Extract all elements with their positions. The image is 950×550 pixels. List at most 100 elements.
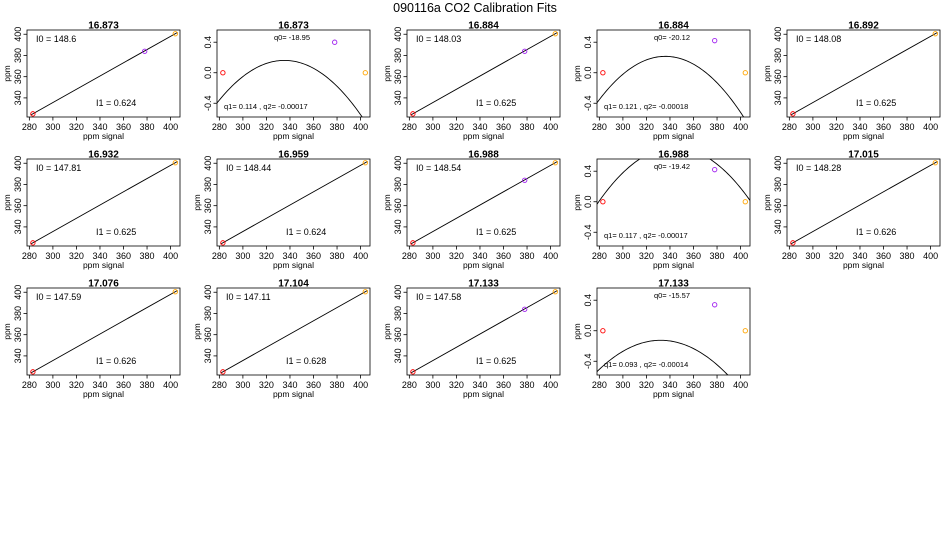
plot-panel-3: 16.884 280 300 320 340 360 380 400 340 360 380 400 p… <box>382 21 561 141</box>
x-axis-label: ppm signal <box>463 260 504 270</box>
plot-panel-12: 17.104 280 300 320 340 360 380 400 340 360 380 400 p… <box>192 279 371 399</box>
y-tick-label: 0.0 <box>583 66 593 79</box>
fit-group <box>30 31 178 117</box>
fit-group <box>30 160 178 246</box>
x-tick-label: 300 <box>425 251 440 261</box>
y-axis-label: ppm <box>192 323 202 340</box>
x-tick-label: 280 <box>402 380 417 390</box>
data-point-low <box>30 240 36 246</box>
y-tick-label: 400 <box>13 156 23 171</box>
data-point-mid <box>522 48 528 54</box>
x-tick-label: 400 <box>353 380 368 390</box>
y-tick-label: -0.4 <box>583 354 593 370</box>
y-axis-label: ppm <box>2 323 12 340</box>
y-tick-label: 400 <box>773 156 783 171</box>
x-tick-label: 320 <box>829 122 844 132</box>
x-tick-label: 320 <box>259 122 274 132</box>
x-tick-label: 280 <box>592 251 607 261</box>
x-axis-label: ppm signal <box>273 131 314 141</box>
y-tick-label: 380 <box>393 177 403 192</box>
x-tick-label: 340 <box>662 122 677 132</box>
data-point-low <box>410 111 416 117</box>
y-tick-label: 400 <box>393 27 403 42</box>
data-point-high <box>362 160 368 166</box>
x-tick-label: 360 <box>116 251 131 261</box>
plot-title: 17.104 <box>278 279 309 290</box>
y-tick-label: 360 <box>13 198 23 213</box>
intercept-annotation: I0 = 147.81 <box>36 163 81 173</box>
x-tick-label: 300 <box>235 122 250 132</box>
plot-title: 17.076 <box>88 279 119 290</box>
intercept-annotation: I0 = 147.59 <box>36 292 81 302</box>
x-axis-label: ppm signal <box>273 389 314 399</box>
data-point-low <box>790 111 796 117</box>
x-axis-label: ppm signal <box>843 260 884 270</box>
intercept-annotation: I0 = 148.6 <box>36 34 76 44</box>
intercept-annotation: I0 = 148.28 <box>796 163 841 173</box>
x-axis-label: ppm signal <box>843 131 884 141</box>
x-tick-label: 360 <box>306 380 321 390</box>
y-tick-label: 0.4 <box>203 36 213 49</box>
plot-frame <box>26 158 181 247</box>
q0-annotation: q0= -20.12 <box>654 33 690 42</box>
x-tick-label: 300 <box>805 122 820 132</box>
data-point-mid <box>712 38 718 44</box>
x-tick-label: 400 <box>353 251 368 261</box>
data-point-high <box>932 31 938 37</box>
data-point-high <box>172 160 178 166</box>
fit-line <box>30 160 178 245</box>
plot-title: 16.892 <box>848 21 879 32</box>
q0-annotation: q0= -18.95 <box>274 33 310 42</box>
q0-annotation: q0= -15.57 <box>654 291 690 300</box>
plot-frame <box>216 287 371 376</box>
y-tick-label: 360 <box>393 69 403 84</box>
y-tick-label: 360 <box>13 69 23 84</box>
intercept-annotation: I0 = 148.54 <box>416 163 461 173</box>
data-point-high <box>552 160 558 166</box>
data-point-low <box>410 369 416 375</box>
x-tick-label: 380 <box>520 122 535 132</box>
data-point-low <box>30 111 36 117</box>
x-axis-label: ppm signal <box>653 131 694 141</box>
x-tick-label: 400 <box>353 122 368 132</box>
x-tick-label: 300 <box>615 380 630 390</box>
y-tick-label: 380 <box>13 306 23 321</box>
data-point-high <box>552 289 558 295</box>
x-tick-label: 360 <box>876 251 891 261</box>
plot-title: 16.884 <box>468 21 499 32</box>
plot-panel-1: 16.873 280 300 320 340 360 380 400 340 360 380 400 p… <box>2 21 181 141</box>
data-point-low <box>790 240 796 246</box>
x-tick-label: 320 <box>259 380 274 390</box>
slope-annotation: I1 = 0.626 <box>96 356 136 366</box>
y-tick-label: 360 <box>393 327 403 342</box>
x-tick-label: 280 <box>592 122 607 132</box>
plot-frame <box>216 158 371 247</box>
y-tick-label: 380 <box>393 48 403 63</box>
plot-panel-14: 17.133 280 300 320 340 360 380 400 -0.4 0.0 0.4 ppm… <box>572 279 751 399</box>
x-tick-label: 300 <box>235 380 250 390</box>
plot-frame <box>786 158 941 247</box>
x-tick-label: 340 <box>472 122 487 132</box>
y-tick-label: 360 <box>13 327 23 342</box>
y-tick-label: 400 <box>393 285 403 300</box>
data-point-mid <box>522 177 528 183</box>
slope-annotation: I1 = 0.628 <box>286 356 326 366</box>
x-tick-label: 360 <box>496 122 511 132</box>
y-tick-label: 380 <box>393 306 403 321</box>
x-axis-label: ppm signal <box>463 389 504 399</box>
y-tick-label: 0.4 <box>583 294 593 307</box>
plot-title: 16.873 <box>278 21 309 32</box>
x-axis-label: ppm signal <box>653 389 694 399</box>
data-point-low <box>30 369 36 375</box>
y-tick-label: 0.0 <box>583 195 593 208</box>
x-tick-label: 320 <box>69 380 84 390</box>
x-tick-label: 400 <box>543 251 558 261</box>
x-tick-label: 360 <box>306 251 321 261</box>
y-tick-label: 360 <box>203 327 213 342</box>
x-tick-label: 380 <box>330 380 345 390</box>
x-tick-label: 380 <box>710 122 725 132</box>
x-tick-label: 360 <box>876 122 891 132</box>
y-tick-label: 400 <box>13 285 23 300</box>
